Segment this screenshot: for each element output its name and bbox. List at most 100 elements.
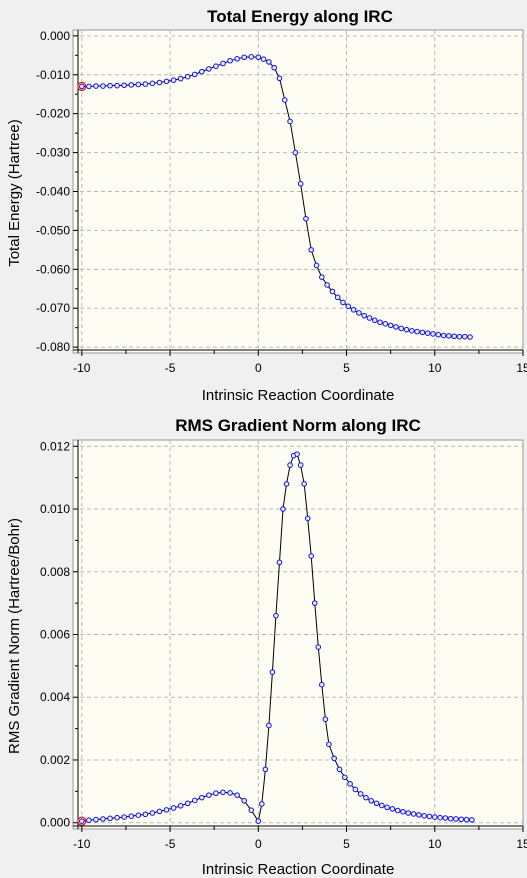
data-point [352,786,359,793]
data-point [329,288,336,295]
data-point [191,71,198,78]
data-point [273,612,279,619]
data-point [220,60,226,67]
data-point [315,644,322,650]
data-point [199,68,205,75]
data-point [262,766,269,773]
data-point [142,81,149,87]
data-point [287,118,293,125]
data-point [336,766,343,773]
data-point [393,324,399,330]
data-point [297,180,304,187]
data-point [324,282,330,288]
data-point [234,792,240,798]
data-point [184,73,191,80]
x-tick-label: 15 [516,837,527,851]
data-point [248,54,255,60]
y-tick-label: 0.000 [40,816,70,830]
data-point [128,813,135,819]
data-point [331,755,337,762]
data-point [142,811,149,818]
x-tick-label: -5 [165,837,176,851]
data-point [156,808,163,815]
data-point [220,789,226,796]
data-point [311,600,318,606]
data-point [276,75,283,82]
data-point [308,553,315,559]
data-point [255,818,262,824]
data-point [297,462,304,468]
data-point [389,806,396,812]
data-point [86,83,92,90]
data-point [227,57,233,64]
data-point [170,805,177,811]
y-tick-label: 0.000 [40,29,70,43]
data-point [163,807,170,813]
data-point [382,321,389,327]
highlighted-point [77,81,87,92]
x-tick-label: 15 [516,361,527,375]
data-point [184,800,191,807]
data-point [313,262,320,269]
y-tick-label: 0.004 [40,690,70,704]
data-point [255,54,262,61]
data-point [266,59,272,65]
data-point [426,813,433,820]
data-point [363,794,369,801]
data-point [469,817,475,823]
data-point [431,814,438,820]
data-point [177,75,184,82]
data-point [430,331,436,337]
data-point [276,559,283,566]
data-point [400,808,406,815]
data-point [283,481,290,487]
data-point [121,82,127,89]
data-point [416,812,422,818]
data-point [79,818,85,824]
data-point [177,802,184,809]
data-point [248,807,255,813]
data-point [107,82,113,89]
x-tick-label: 0 [255,361,262,375]
y-tick-label: 0.006 [40,628,70,642]
x-tick-label: -5 [165,361,176,375]
data-point [303,215,309,222]
y-tick-label: -0.020 [36,107,70,121]
gradient-ticks: 0.000 0.002 0.004 0.006 0.008 0.010 0.012 -10 -5… [40,439,527,851]
x-tick-label: -10 [73,837,91,851]
x-tick-label: 5 [343,837,350,851]
data-point [304,515,311,522]
gradient-grid [73,440,523,829]
data-point [446,333,452,339]
data-point [241,797,247,804]
data-point [79,83,85,90]
data-point [149,810,156,816]
y-tick-label: -0.050 [36,223,70,237]
y-tick-label: 0.002 [40,753,70,767]
data-point [361,312,367,319]
data-point [371,317,378,324]
data-point [373,800,380,807]
data-point [163,78,170,85]
data-point [149,80,156,87]
data-point [414,328,420,335]
data-point [294,451,300,457]
data-point [319,274,325,280]
data-point [387,322,394,329]
energy-chart: Total Energy along IRC 0.000 -0.010 -0.020… [6,7,527,404]
data-point [308,247,315,253]
gradient-x-axis-label: Intrinsic Reaction Coordinate [202,861,395,878]
data-point [442,815,449,821]
data-point [379,802,385,809]
data-point [93,816,99,823]
data-point [347,781,353,787]
data-point [463,816,470,823]
data-point [121,814,127,820]
data-point [345,303,352,310]
data-point [191,797,198,804]
data-point [440,332,447,339]
y-tick-label: -0.010 [36,68,70,82]
data-point [260,56,267,62]
y-tick-label: -0.060 [36,262,70,276]
energy-series [77,54,473,340]
